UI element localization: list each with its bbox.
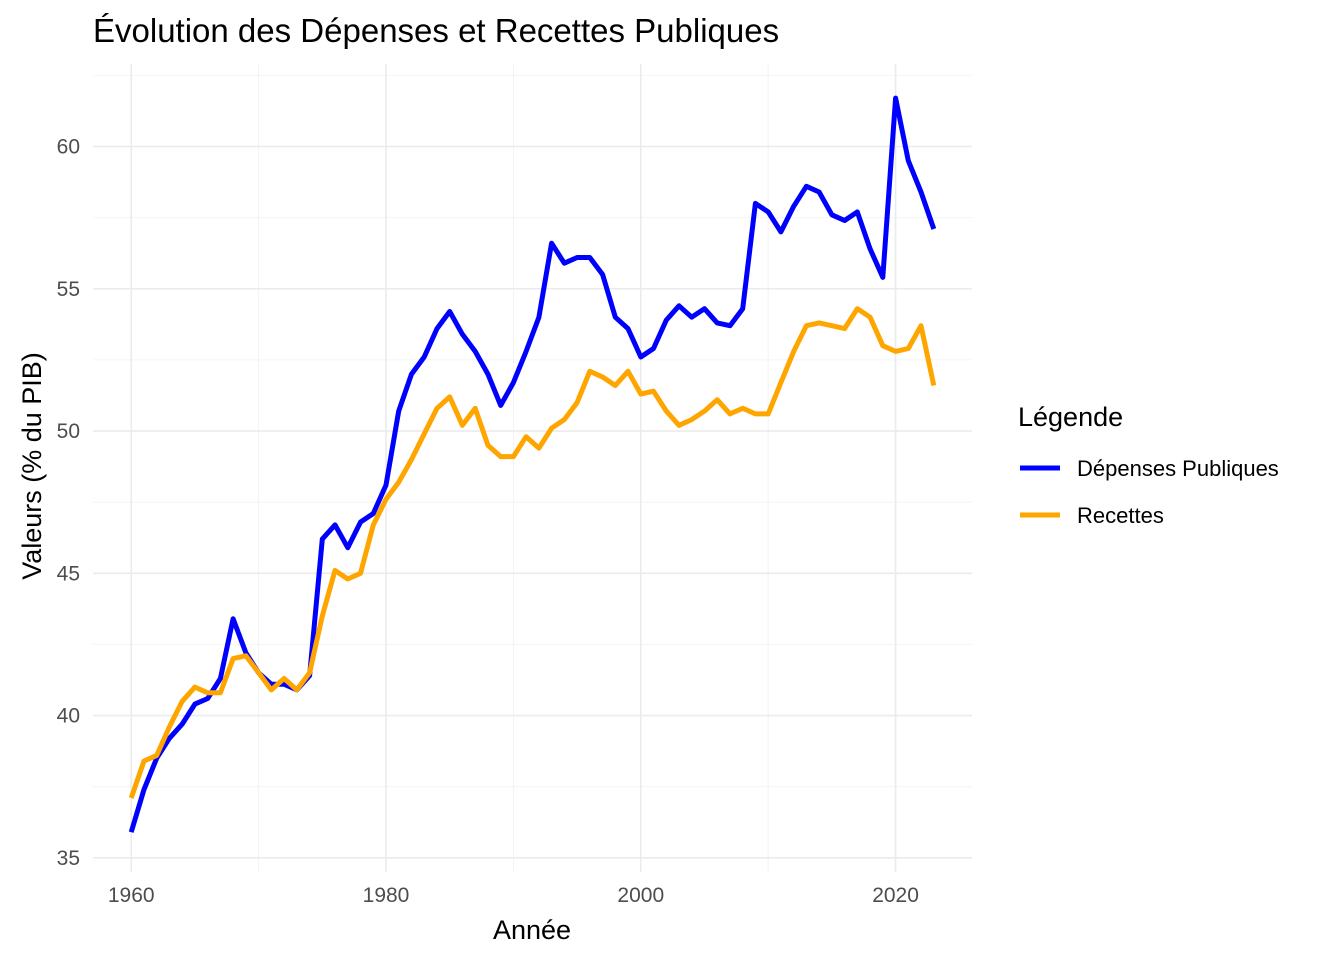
chart-title: Évolution des Dépenses et Recettes Publi… <box>93 12 779 49</box>
plot-grid <box>93 64 972 872</box>
series-lines <box>128 95 937 833</box>
y-axis-ticks: 35 40 45 50 55 60 <box>57 136 80 870</box>
y-tick-label: 60 <box>57 136 80 159</box>
series-line-depenses <box>128 95 937 833</box>
x-tick-label: 2020 <box>872 884 919 907</box>
series-line-recettes <box>128 306 937 799</box>
legend-label-depenses: Dépenses Publiques <box>1077 456 1279 481</box>
x-tick-label: 1980 <box>363 884 410 907</box>
legend-label-recettes: Recettes <box>1077 503 1164 528</box>
x-tick-label: 2000 <box>617 884 664 907</box>
y-axis-title: Valeurs (% du PIB) <box>17 352 47 580</box>
y-tick-label: 50 <box>57 420 80 443</box>
x-axis-ticks: 1960 1980 2000 2020 <box>108 884 919 907</box>
y-tick-label: 35 <box>57 847 80 870</box>
legend-title: Légende <box>1018 402 1123 432</box>
legend: Légende Dépenses Publiques Recettes <box>1018 402 1279 528</box>
x-tick-label: 1960 <box>108 884 155 907</box>
y-tick-label: 55 <box>57 278 80 301</box>
x-axis-title: Année <box>493 915 571 945</box>
y-tick-label: 40 <box>57 705 80 728</box>
y-tick-label: 45 <box>57 562 80 585</box>
